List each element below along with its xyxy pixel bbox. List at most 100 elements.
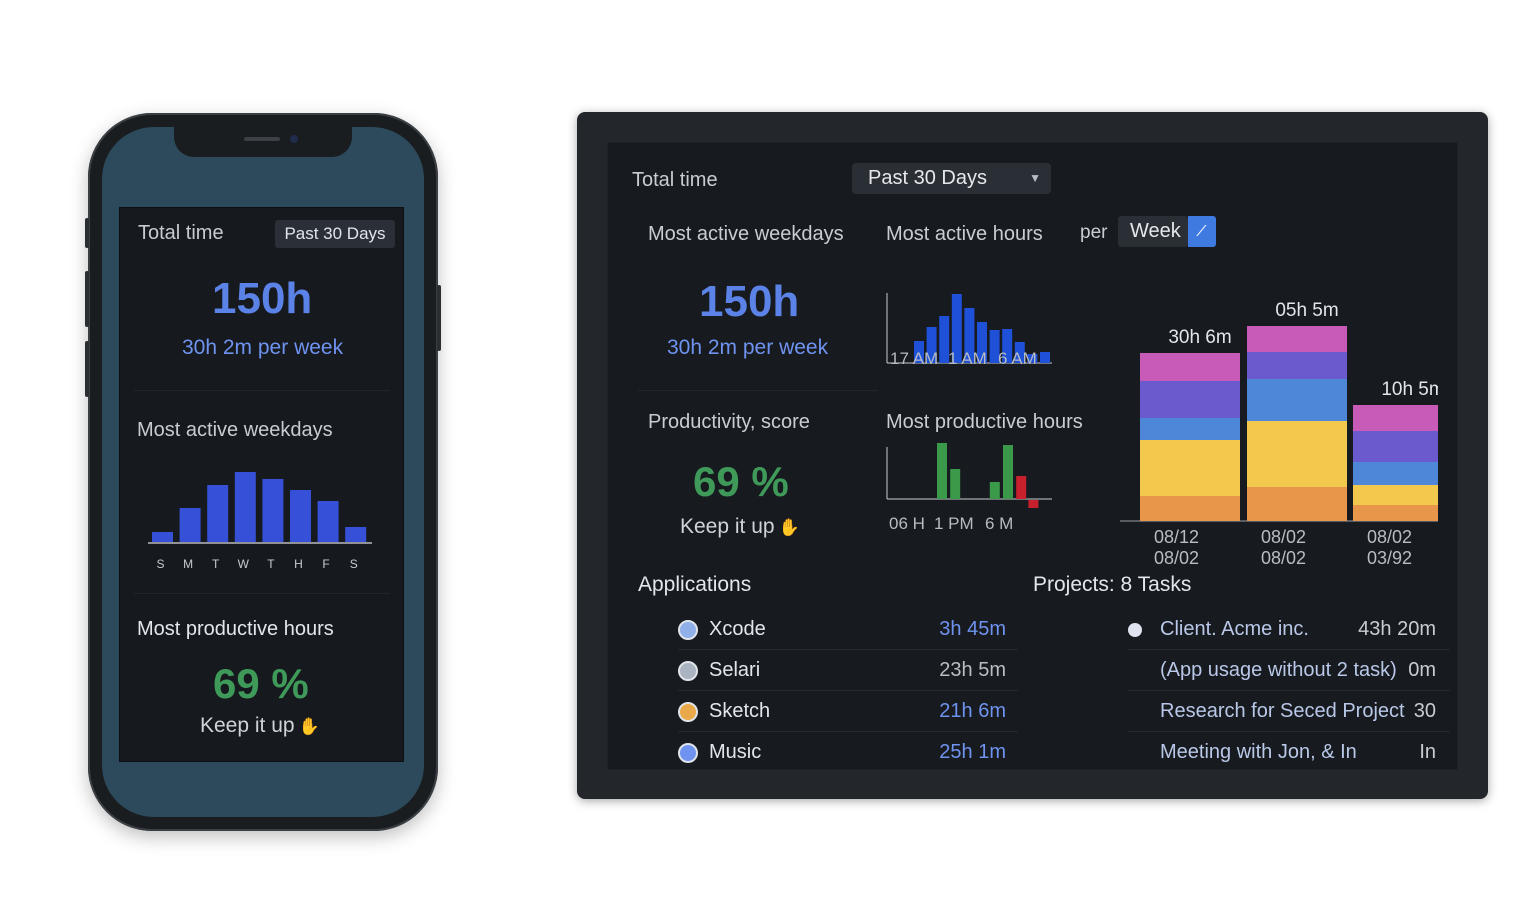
stack-segment [1247,326,1347,352]
period-select[interactable]: Week [1118,216,1188,247]
project-time: 43h 20m [1358,618,1436,640]
application-time: 23h 5m [939,659,1006,681]
phone-screen: Total time Past 30 Days 150h 30h 2m per … [102,127,424,817]
application-row[interactable]: Xcode 3h 45m [678,610,1018,650]
project-row[interactable]: Client. Acme inc. 43h 20m [1128,610,1450,650]
stack-segment [1247,379,1347,421]
keep-it-up-message: Keep it up ✋ [680,515,800,538]
pen-icon: ⁄ [1200,223,1204,240]
productive-bar [989,482,1000,499]
project-row[interactable]: Research for Seced Project 30 [1128,692,1450,732]
per-label: per [1080,222,1108,243]
active-hours-bar-chart [886,293,1052,364]
stack-segment [1140,353,1240,381]
per-week-average: 30h 2m per week [182,336,344,359]
application-row[interactable]: Sketch 21h 6m [678,692,1018,732]
phone-mockup: Total time Past 30 Days 150h 30h 2m per … [85,113,441,831]
thumbs-up-icon: ✋ [778,518,800,537]
divider [134,593,390,594]
stack-segment [1353,462,1438,485]
front-camera [290,135,298,143]
stack-segment [1353,485,1438,505]
applications-title: Applications [638,573,752,596]
project-name: Research for Seced Project [1160,700,1405,722]
application-row[interactable]: Selari 23h 5m [678,651,1018,691]
stack-total-label: 30h 6m [1168,327,1231,348]
globe-icon [678,620,698,640]
active-hours-title: Most active hours [886,223,1043,245]
application-row[interactable]: Music 25h 1m [678,733,1018,773]
total-time-label: Total time [138,222,224,244]
chevron-down-icon: ▼ [1029,171,1041,185]
range-select[interactable]: Past 30 Days ▼ [852,163,1051,194]
stack-segment [1353,505,1438,521]
project-name: Meeting with Jon, & In [1160,741,1357,763]
project-row[interactable]: (App usage without 2 task) 0m [1128,651,1450,691]
weekday-label: M [183,557,193,571]
stack-segment [1247,487,1347,521]
application-name: Selari [709,659,761,681]
weekday-bar [207,485,229,542]
keep-it-up-message: Keep it up ✋ [200,714,320,737]
divider [134,390,390,391]
dashboard-panel: Total time Past 30 Days ▼ Most active we… [607,142,1458,770]
per-week-average: 30h 2m per week [667,336,829,359]
stack-date-label: 08/02 03/92 [1367,527,1413,568]
projects-title: Projects: 8 Tasks [1033,573,1192,596]
stack-segment [1353,431,1438,462]
productive-bar [950,469,961,499]
hours-tick: 17 AM [890,349,939,368]
hours-bar [926,327,937,363]
weekday-label: S [156,557,164,571]
stack-segment [1140,496,1240,521]
weekday-bar [179,508,201,542]
hours-tick: 1 AM [948,349,987,368]
stack-segment [1247,421,1347,487]
project-row[interactable]: Meeting with Jon, & In In [1128,733,1450,773]
stack-segment [1247,352,1347,379]
project-name: (App usage without 2 task) [1160,659,1397,681]
music-icon [678,743,698,763]
weekday-bar [262,479,284,542]
stack-total-label: 05h 5m [1275,300,1338,321]
weekday-label: W [238,557,250,571]
phone-power-button [437,285,441,351]
hours-bar [977,322,987,363]
speaker-grille [244,137,280,141]
productive-bar [1003,445,1013,499]
hours-bar [939,316,950,363]
hours-bar [964,308,975,363]
weekday-label: F [322,557,329,571]
stack-date-label: 08/12 08/02 [1154,527,1200,568]
stack-date-label: 08/02 08/02 [1261,527,1307,568]
project-name: Client. Acme inc. [1160,618,1309,640]
weekday-label: T [212,557,220,571]
weekdays-title: Most active weekdays [137,419,333,441]
stack-segment [1140,440,1240,496]
application-time: 25h 1m [939,741,1006,763]
weekday-label: T [267,557,275,571]
productive-bar [1016,476,1027,499]
project-time: 0m [1408,659,1436,681]
period-toggle-button[interactable]: ⁄ [1188,216,1216,247]
application-name: Music [709,741,762,763]
hours-bar [951,294,962,363]
phone-volume-up [85,271,89,327]
project-time: In [1419,741,1436,763]
stack-segment [1353,405,1438,431]
grid-icon [678,702,698,722]
weekday-label: H [294,557,303,571]
range-select[interactable]: Past 30 Days [275,220,395,248]
productive-tick: 06 H [889,514,925,533]
total-hours: 150h [699,277,800,326]
hours-tick: 6 AM [998,349,1037,368]
project-time: 30 [1413,700,1436,722]
weekdays-title: Most active weekdays [648,223,844,245]
weekday-bar [152,532,173,542]
hours-bar [989,330,1000,363]
project-dot-icon [1128,623,1142,637]
stack-segment [1140,418,1240,440]
productive-hours-title: Most productive hours [886,411,1083,433]
application-time: 3h 45m [939,618,1006,640]
